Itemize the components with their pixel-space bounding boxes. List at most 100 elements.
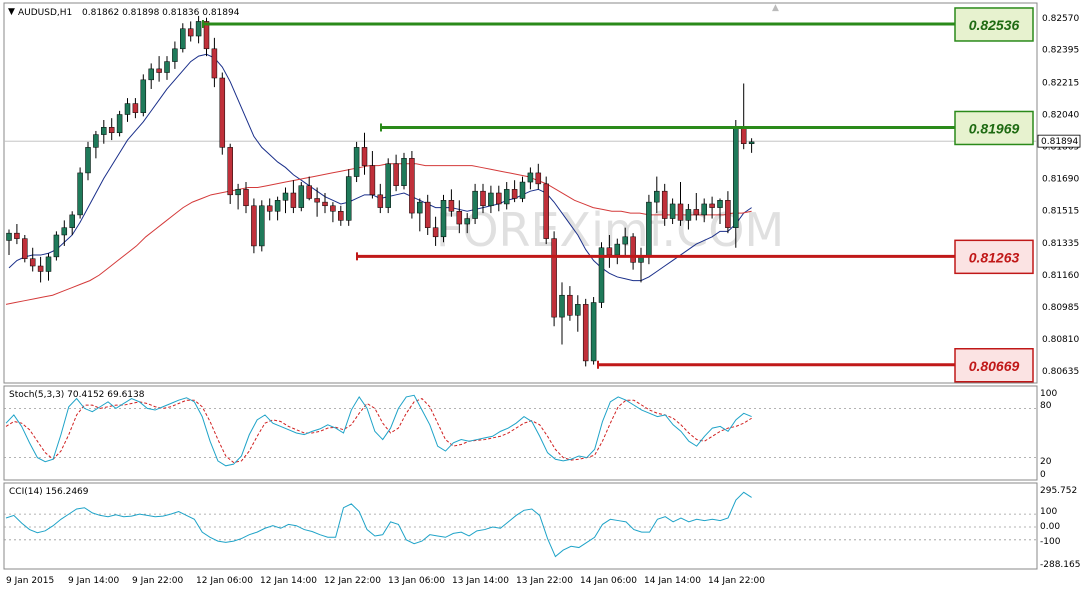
- candle-body: [306, 185, 312, 199]
- candle-body: [282, 192, 289, 201]
- price-tick: 0.82215: [1042, 79, 1079, 89]
- candle-body: [567, 294, 573, 316]
- candle: [108, 118, 115, 141]
- candle: [274, 196, 281, 221]
- price-tick: 0.82570: [1042, 14, 1079, 24]
- candle-body: [219, 77, 226, 148]
- candle: [424, 194, 431, 235]
- candle-body: [353, 147, 360, 177]
- level-box-1[interactable]: 0.81969: [954, 110, 1034, 146]
- candle: [543, 176, 549, 245]
- candle: [440, 194, 447, 243]
- scroll-marker-icon[interactable]: ▲: [772, 3, 779, 13]
- candle-body: [14, 232, 20, 239]
- candle: [527, 167, 534, 190]
- candle-body: [187, 28, 194, 37]
- candle: [361, 132, 368, 175]
- candle: [693, 193, 700, 221]
- candle: [156, 56, 162, 82]
- candle-body: [361, 147, 368, 166]
- candle-body: [393, 163, 399, 186]
- candle: [187, 21, 194, 42]
- candle: [575, 295, 581, 332]
- candle: [630, 233, 636, 270]
- candle: [709, 196, 715, 219]
- candle-body: [61, 227, 68, 236]
- candle-body: [488, 192, 494, 207]
- candle-body: [124, 103, 131, 115]
- price-tick: 0.82395: [1042, 46, 1079, 56]
- candle: [29, 247, 36, 272]
- candle: [140, 74, 147, 117]
- candle: [164, 56, 170, 80]
- candle-body: [709, 203, 715, 208]
- cci-tick: 295.752: [1040, 486, 1077, 496]
- level-label: 0.81969: [969, 120, 1020, 136]
- price-tick: 0.80985: [1042, 303, 1079, 313]
- candle: [338, 205, 344, 226]
- candle-body: [180, 28, 186, 50]
- candle: [551, 231, 557, 327]
- candle-body: [290, 192, 297, 208]
- level-box-2[interactable]: 0.81263: [954, 239, 1034, 275]
- candle: [124, 98, 131, 122]
- candle-body: [116, 114, 123, 134]
- time-tick: 13 Jan 14:00: [452, 576, 509, 586]
- level-box-0[interactable]: 0.82536: [954, 7, 1034, 42]
- candle-body: [29, 258, 36, 267]
- candle-body: [598, 247, 605, 303]
- candle: [393, 154, 399, 192]
- candle: [559, 282, 565, 345]
- candle: [180, 23, 186, 53]
- candle-body: [77, 172, 83, 216]
- price-tick: 0.81690: [1042, 174, 1079, 184]
- candle-body: [235, 189, 241, 196]
- candle-body: [590, 302, 597, 362]
- candle: [417, 198, 423, 232]
- candle: [69, 211, 75, 235]
- candle-body: [369, 165, 376, 196]
- candle: [282, 187, 289, 214]
- candle-body: [717, 200, 723, 208]
- cci-tick: -288.1655: [1040, 560, 1081, 570]
- candle: [243, 182, 249, 214]
- ohlc-values: 0.81862 0.81898 0.81836 0.81894: [82, 8, 240, 18]
- time-tick: 9 Jan 22:00: [132, 576, 184, 586]
- candle: [661, 183, 668, 226]
- candle-body: [314, 198, 320, 203]
- candle: [266, 198, 273, 221]
- candle-body: [693, 209, 700, 216]
- candle: [582, 298, 589, 367]
- candle-body: [251, 205, 257, 247]
- candle-body: [385, 163, 391, 208]
- candle-body: [298, 185, 305, 208]
- cci-tick: 100: [1040, 507, 1057, 517]
- candle-body: [322, 201, 328, 207]
- candle-body: [203, 21, 210, 50]
- price-tick: 0.80810: [1042, 335, 1079, 345]
- candle: [456, 200, 463, 234]
- candle: [53, 231, 60, 261]
- candle: [409, 151, 415, 219]
- candle: [511, 180, 518, 203]
- slow-moving-average-line: [5, 163, 752, 305]
- candle-body: [654, 190, 660, 203]
- candle-body: [456, 211, 463, 225]
- stoch-panel-frame: [3, 385, 1038, 481]
- candle-body: [195, 21, 202, 37]
- candle: [219, 72, 226, 155]
- candle: [401, 152, 407, 190]
- level-box-3[interactable]: 0.80669: [954, 348, 1034, 383]
- candle-body: [582, 304, 589, 362]
- candle-body: [519, 181, 526, 199]
- candle: [172, 41, 178, 69]
- candle-body: [511, 189, 518, 199]
- collapse-arrow-icon[interactable]: ▼: [8, 7, 15, 17]
- candle: [116, 110, 123, 137]
- stoch-tick: 20: [1040, 457, 1052, 467]
- cci-tick: -100: [1040, 537, 1061, 547]
- candle-body: [401, 158, 407, 186]
- candle: [290, 180, 297, 214]
- cci-label: CCI(14) 156.2469: [9, 487, 89, 497]
